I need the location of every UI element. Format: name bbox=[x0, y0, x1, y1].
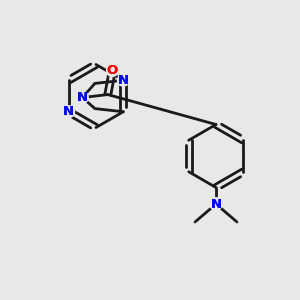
Circle shape bbox=[63, 106, 74, 117]
Text: N: N bbox=[77, 91, 88, 104]
Circle shape bbox=[118, 75, 129, 86]
Text: O: O bbox=[107, 64, 118, 77]
Circle shape bbox=[63, 106, 74, 117]
Circle shape bbox=[210, 198, 222, 210]
Circle shape bbox=[118, 75, 129, 86]
Circle shape bbox=[106, 65, 118, 76]
Text: N: N bbox=[77, 91, 88, 104]
Circle shape bbox=[106, 65, 118, 76]
Text: N: N bbox=[118, 74, 129, 87]
Circle shape bbox=[210, 198, 222, 210]
Text: N: N bbox=[118, 74, 129, 87]
Text: N: N bbox=[210, 197, 222, 211]
Text: O: O bbox=[107, 64, 118, 77]
Text: N: N bbox=[63, 105, 74, 118]
Circle shape bbox=[76, 92, 88, 103]
Circle shape bbox=[76, 92, 88, 103]
Text: N: N bbox=[210, 197, 222, 211]
Text: N: N bbox=[63, 105, 74, 118]
